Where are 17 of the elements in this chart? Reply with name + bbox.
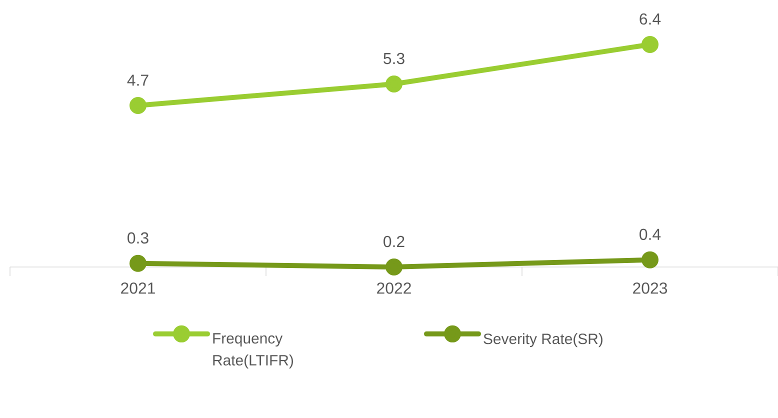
legend-label: Frequency Rate(LTIFR) (213, 333, 294, 368)
point (642, 251, 659, 268)
data-label: 0.4 (640, 228, 661, 240)
data-label: 6.4 (640, 13, 661, 25)
data-label: 4.7 (127, 74, 148, 86)
data-label: 5.3 (384, 52, 404, 64)
legend-label: Severity Rate(SR) (484, 333, 602, 348)
data-label: 0.2 (384, 236, 404, 248)
x-tick-label: 2021 (121, 282, 155, 294)
point (130, 97, 146, 114)
point (130, 254, 146, 272)
point (386, 75, 403, 92)
point (642, 36, 659, 53)
point (386, 258, 403, 276)
x-tick-label: 2022 (377, 282, 411, 294)
x-tick-label: 2023 (633, 282, 668, 294)
data-label: 0.3 (128, 232, 148, 244)
